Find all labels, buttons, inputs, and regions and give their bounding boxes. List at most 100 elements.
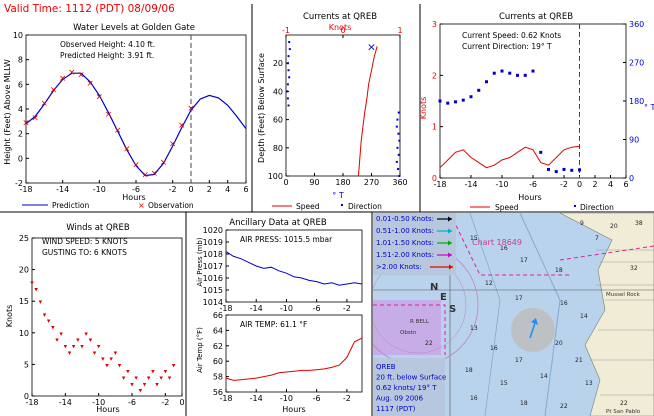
wind-point: ▾: [130, 380, 134, 388]
wind-point: ▾: [139, 387, 143, 395]
compass-letter-s: S: [449, 304, 456, 315]
place-label-pt-san-pablo: Pt San Pablo: [606, 409, 641, 415]
y-tick-label: 25: [19, 234, 29, 243]
winds-chart: Winds at QREB WIND SPEED: 5 KNOTS GUSTIN…: [5, 223, 185, 414]
legend-direction-marker: [574, 205, 576, 207]
y-tick-label: 1020: [203, 226, 223, 235]
legend-speed: Speed: [495, 203, 519, 212]
y-tick-label: 15: [19, 297, 29, 306]
x-tick-label: -18: [433, 180, 446, 189]
observation-point: ×: [31, 114, 39, 124]
sounding-label: 22: [425, 340, 433, 347]
y-tick-label: 60: [213, 357, 223, 366]
x-tick-label: 4: [225, 185, 230, 194]
station-info-line: 0.62 knots/ 19° T: [376, 384, 437, 392]
plot-frame: [31, 237, 183, 397]
y-tick-label: 40: [273, 87, 283, 96]
wind-point: ▾: [93, 349, 97, 357]
x-tick-label: 360: [392, 178, 407, 187]
legend-direction-marker: [341, 204, 343, 206]
x-tick-label: 90: [309, 178, 319, 187]
wind-point: ▾: [147, 374, 151, 382]
legend-item-label: 1.51-2.00 Knots:: [376, 251, 434, 259]
current-arrow-head-icon: [531, 318, 538, 325]
sounding-label: 17: [515, 295, 523, 302]
y-tick-label: 6: [18, 80, 23, 89]
y-tick-label: 360: [629, 20, 644, 29]
x-tick-label: 0: [283, 178, 288, 187]
x-tick-label: -2: [169, 185, 177, 194]
legend-prediction: Prediction: [52, 201, 90, 210]
x-tick-label: -18: [25, 398, 38, 407]
legend-item-label: 1.01-1.50 Knots:: [376, 239, 434, 247]
air-temp-label: AIR TEMP: 61.1 °F: [240, 320, 307, 329]
legend-direction: Direction: [580, 203, 614, 212]
observation-point: ×: [96, 93, 104, 103]
x-axis-label: ° T: [332, 191, 344, 200]
wind-point: ▾: [168, 374, 172, 382]
x-tick-label: -18: [19, 185, 32, 194]
x-tick-label: -6: [132, 185, 140, 194]
sounding-label: 20: [610, 223, 618, 230]
wind-point: ▾: [126, 368, 130, 376]
sounding-label: 18: [555, 267, 563, 274]
wind-point: ▾: [34, 286, 38, 294]
direction-point: [398, 175, 401, 177]
plot-frame: [285, 34, 401, 177]
station-info-line: 20 ft. below Surface: [376, 374, 446, 382]
wind-point: ▾: [43, 311, 47, 319]
legend-item-label: 0.51-1.00 Knots:: [376, 227, 434, 235]
speed-series: [439, 145, 580, 169]
direction-point: [469, 95, 473, 99]
chart-title: Currents at QREB: [303, 12, 377, 22]
sounding-label: 38: [635, 220, 643, 227]
legend-item-label: >2.00 Knots:: [376, 263, 422, 271]
direction-point: [286, 90, 289, 93]
direction-point: [446, 101, 450, 105]
boundary-line-1: [373, 304, 446, 355]
x-axis-label: Hours: [518, 193, 541, 202]
y-tick-label: 270: [629, 59, 644, 68]
current-direction-label: Current Direction: 19° T: [462, 42, 552, 51]
x-tick-label: -10: [280, 304, 293, 313]
sounding-label: 12: [485, 280, 493, 287]
air-press-label: AIR PRESS: 1015.5 mbar: [240, 235, 333, 244]
observation-point: ×: [68, 68, 76, 78]
observation-point: ×: [141, 170, 149, 180]
wind-point: ▾: [164, 368, 168, 376]
map-land: [559, 213, 654, 416]
direction-point: [477, 88, 481, 92]
sounding-label: 16: [490, 345, 498, 352]
y-tick-label: 4: [18, 105, 23, 114]
depth-contour: [519, 213, 561, 416]
prediction-series: [25, 72, 247, 177]
wind-point: ▾: [109, 355, 113, 363]
x-tick-label: -14: [250, 394, 263, 403]
direction-point: [461, 98, 465, 102]
sounding-label: 17: [520, 257, 528, 264]
sounding-label: 17: [515, 357, 523, 364]
legend-arrow-head-icon: [448, 228, 452, 234]
legend-arrow-head-icon: [448, 216, 452, 222]
observation-point: ×: [151, 169, 159, 179]
gusting-label: GUSTING TO: 6 KNOTS: [42, 248, 127, 257]
y-axis-label: Height (Feet) Above MLLW: [3, 59, 12, 165]
chart-title: Ancillary Data at QREB: [229, 218, 327, 228]
x-tick-label: 2: [592, 180, 597, 189]
wind-point: ▾: [51, 323, 55, 331]
currents-depth-chart: Currents at QREB Knots Depth (Feet) Belo…: [257, 12, 408, 211]
direction-point: [554, 170, 558, 174]
observation-point: ×: [77, 70, 85, 80]
direction-point: [395, 125, 398, 128]
nautical-map[interactable]: Chart 18649 N E S Mussel Rock Pt San Pab…: [358, 213, 654, 416]
x-tick-label: -2: [343, 304, 351, 313]
y-tick-label: 0: [629, 174, 634, 183]
station-info-line: QREB: [376, 363, 396, 371]
sounding-label: 16: [500, 245, 508, 252]
wind-point: ▾: [39, 298, 43, 306]
x-tick-label: -14: [56, 185, 69, 194]
x-tick-label: -18: [219, 394, 232, 403]
direction-point: [500, 69, 504, 73]
direction-point: [508, 71, 512, 75]
